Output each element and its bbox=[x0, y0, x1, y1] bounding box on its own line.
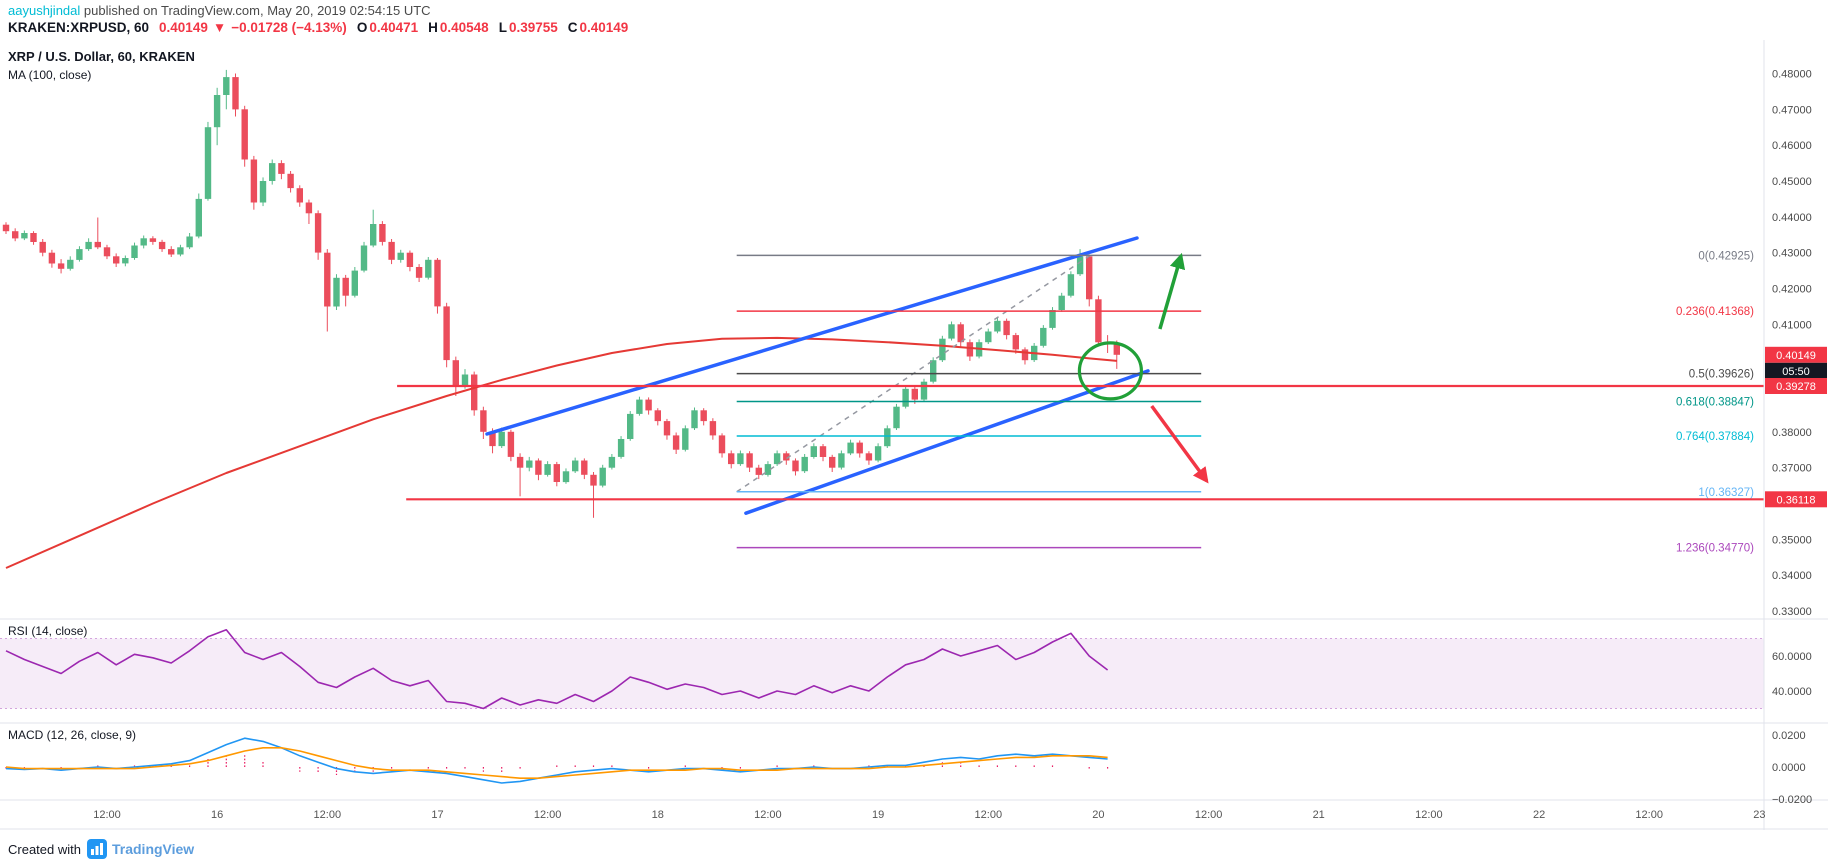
price-axis-label: 0.33000 bbox=[1772, 606, 1812, 618]
channel-line bbox=[744, 369, 1150, 515]
time-axis: 12:00 16 12:00 17 12:00 18 12:00 19 12:00 20 12:00… bbox=[93, 809, 1765, 821]
ohlc-open: O 0.40471 bbox=[357, 20, 418, 35]
price-badge bbox=[1765, 378, 1827, 394]
price-badges: 0.40149 05:50 0.39278 0.36118 bbox=[1765, 346, 1827, 508]
price-axis-label: 0.44000 bbox=[1772, 212, 1812, 224]
macd-axis-label: −0.0200 bbox=[1772, 794, 1812, 806]
ohlc-close-label: C bbox=[567, 20, 578, 35]
price-axis-label: 0.46000 bbox=[1772, 140, 1812, 152]
ohlc-open-label: O bbox=[356, 20, 368, 35]
fib-level-label: 0.5(0.39626) bbox=[1689, 369, 1754, 381]
price-axis-label: 0.47000 bbox=[1772, 104, 1812, 116]
price-axis: 0.48000 0.47000 0.46000 0.45000 0.44000 0.430… bbox=[1772, 69, 1812, 619]
time-axis-label: 12:00 bbox=[1195, 809, 1223, 821]
down-triangle-icon: ▼ bbox=[212, 20, 227, 35]
price-axis-label: 0.43000 bbox=[1772, 248, 1812, 260]
price-badge bbox=[1765, 491, 1827, 508]
author-link[interactable]: aayushjindal bbox=[8, 3, 81, 18]
up-arrow bbox=[1158, 252, 1186, 330]
time-axis-label: 12:00 bbox=[1415, 809, 1443, 821]
header: aayushjindal published on TradingView.co… bbox=[0, 0, 1828, 40]
tradingview-brand-text: TradingView bbox=[111, 841, 195, 857]
macd-line bbox=[5, 746, 1108, 780]
watermark: Created with TradingView bbox=[8, 839, 194, 859]
fib-level-label: 0.236(0.41368) bbox=[1676, 306, 1754, 318]
ohlc-high: H 0.40548 bbox=[428, 20, 489, 35]
time-axis-label: 12:00 bbox=[534, 809, 562, 821]
price-axis-label: 0.34000 bbox=[1772, 570, 1812, 582]
time-axis-label: 20 bbox=[1092, 809, 1104, 821]
price-badge-label: 05:50 bbox=[1782, 366, 1810, 378]
ohlc-high-label: H bbox=[428, 20, 438, 35]
macd-line bbox=[5, 737, 1108, 784]
ohlc-close: C 0.40149 bbox=[568, 20, 629, 35]
chart-canvas: 60.0000 40.0000 0(0.42925) 0.236(0.41368) 0.… bbox=[0, 40, 1828, 830]
published-text: published on TradingView.com, May 20, 20… bbox=[80, 3, 431, 18]
time-axis-label: 12:00 bbox=[975, 809, 1003, 821]
price-change: −0.01728 (−4.13%) bbox=[231, 20, 347, 35]
last-price: 0.40149 bbox=[159, 20, 208, 35]
tradingview-logo[interactable]: TradingView bbox=[86, 839, 195, 859]
down-arrow bbox=[1150, 404, 1209, 484]
chart-area: 60.0000 40.0000 0(0.42925) 0.236(0.41368) 0.… bbox=[0, 40, 1828, 830]
tradingview-icon bbox=[86, 839, 107, 859]
price-axis-label: 0.42000 bbox=[1772, 284, 1812, 296]
rsi-axis-label: 60.0000 bbox=[1772, 651, 1812, 663]
ma-100-line bbox=[5, 336, 1117, 569]
price-axis-label: 0.35000 bbox=[1772, 534, 1812, 546]
macd-pane: 0.0200 0.0000 −0.0200 bbox=[5, 730, 1812, 806]
ohlc-high-value: 0.40548 bbox=[439, 20, 489, 35]
fib-level-label: 0.618(0.38847) bbox=[1676, 397, 1754, 409]
fib-level-label: 0.764(0.37884) bbox=[1676, 431, 1754, 443]
price-badge-label: 0.36118 bbox=[1777, 494, 1816, 506]
ohlc-low-label: L bbox=[498, 20, 507, 35]
ohlc-low-value: 0.39755 bbox=[508, 20, 558, 35]
macd-axis-label: 0.0000 bbox=[1772, 762, 1806, 774]
candles bbox=[2, 69, 1120, 518]
rsi-pane: 60.0000 40.0000 bbox=[0, 628, 1812, 710]
time-axis-label: 23 bbox=[1753, 809, 1765, 821]
highlight-circle bbox=[1077, 341, 1144, 401]
price-badge bbox=[1765, 362, 1827, 379]
price-axis-label: 0.38000 bbox=[1772, 427, 1812, 439]
time-axis-label: 21 bbox=[1313, 809, 1325, 821]
price-axis-label: 0.48000 bbox=[1772, 69, 1812, 81]
fib-retracement: 0(0.42925) 0.236(0.41368) 0.5(0.39626) 0.61… bbox=[736, 250, 1754, 555]
symbol-line: KRAKEN:XRPUSD, 60 0.40149 ▼ −0.01728 (−4.13… bbox=[8, 20, 628, 35]
fib-level-label: 0(0.42925) bbox=[1698, 250, 1754, 262]
macd-axis-label: 0.0200 bbox=[1772, 730, 1806, 742]
time-axis-label: 22 bbox=[1533, 809, 1545, 821]
attribution-line: aayushjindal published on TradingView.co… bbox=[8, 3, 431, 18]
created-with-text: Created with bbox=[8, 841, 81, 857]
price-axis-label: 0.37000 bbox=[1772, 463, 1812, 475]
price-badge-label: 0.39278 bbox=[1776, 381, 1816, 393]
ohlc-low: L 0.39755 bbox=[499, 20, 558, 35]
time-axis-label: 12:00 bbox=[314, 809, 342, 821]
time-axis-label: 17 bbox=[431, 809, 443, 821]
price-badge bbox=[1765, 346, 1827, 363]
symbol-title: KRAKEN:XRPUSD, 60 bbox=[8, 20, 150, 35]
time-axis-label: 16 bbox=[211, 809, 223, 821]
fib-level-label: 1.236(0.34770) bbox=[1676, 543, 1754, 555]
ohlc-open-value: 0.40471 bbox=[369, 20, 419, 35]
time-axis-label: 12:00 bbox=[1635, 809, 1663, 821]
price-axis-label: 0.41000 bbox=[1772, 319, 1812, 331]
time-axis-label: 12:00 bbox=[754, 809, 782, 821]
price-badge-label: 0.40149 bbox=[1776, 350, 1816, 362]
ohlc-close-value: 0.40149 bbox=[579, 20, 629, 35]
time-axis-label: 12:00 bbox=[93, 809, 121, 821]
channel-line bbox=[485, 236, 1139, 436]
time-axis-label: 19 bbox=[872, 809, 884, 821]
rsi-axis-label: 40.0000 bbox=[1772, 686, 1812, 698]
rsi-line bbox=[5, 628, 1109, 710]
footer: Created with TradingView bbox=[0, 830, 1828, 868]
fib-level-label: 1(0.36327) bbox=[1698, 487, 1754, 499]
time-axis-label: 18 bbox=[652, 809, 664, 821]
price-axis-label: 0.45000 bbox=[1772, 176, 1812, 188]
